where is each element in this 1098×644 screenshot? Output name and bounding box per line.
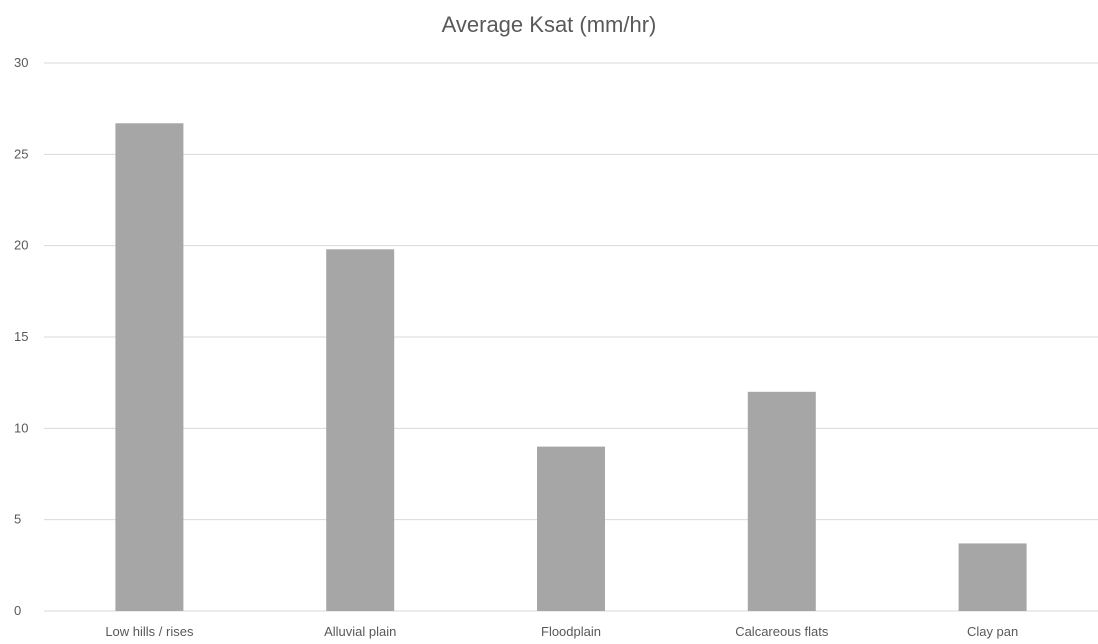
- bar: [747, 391, 816, 611]
- y-tick-label: 25: [14, 146, 28, 161]
- y-tick-label: 30: [14, 55, 28, 70]
- bar: [537, 446, 605, 611]
- bar: [326, 249, 395, 611]
- chart-title: Average Ksat (mm/hr): [441, 12, 657, 37]
- x-category-label: Clay pan: [967, 624, 1018, 639]
- x-category-label: Alluvial plain: [324, 624, 396, 639]
- y-tick-label: 0: [14, 603, 21, 618]
- y-tick-label: 10: [14, 420, 28, 435]
- y-tick-label: 5: [14, 512, 21, 527]
- x-category-label: Calcareous flats: [735, 624, 829, 639]
- y-tick-label: 20: [14, 238, 28, 253]
- x-category-label: Floodplain: [541, 624, 601, 639]
- x-category-label: Low hills / rises: [105, 624, 194, 639]
- bar: [115, 123, 184, 611]
- y-tick-label: 15: [14, 329, 28, 344]
- bar: [958, 543, 1027, 611]
